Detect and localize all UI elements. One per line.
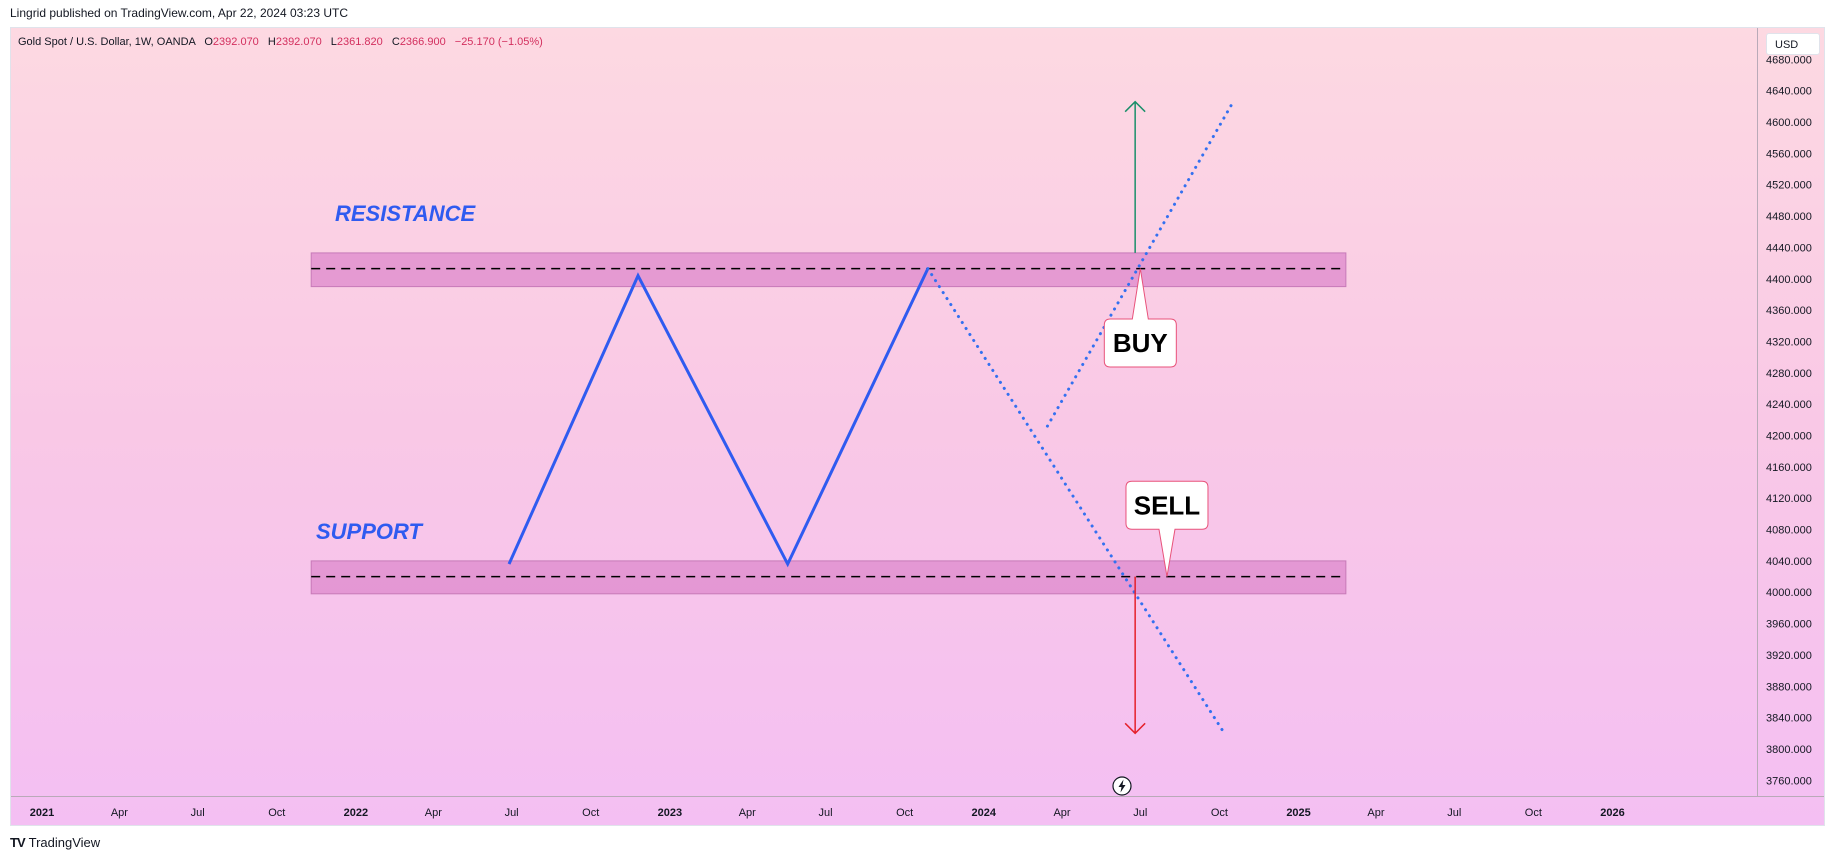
price-tick-label: 4360.000 <box>1766 305 1812 317</box>
time-tick-label: Jul <box>191 807 205 819</box>
change-value: −25.170 (−1.05%) <box>454 36 543 48</box>
time-tick-label: Jul <box>818 807 832 819</box>
resistance-zone <box>310 252 1347 288</box>
price-tick-label: 4280.000 <box>1766 368 1812 380</box>
plot-area[interactable]: BUY SELL RESISTANCE SUPPORT <box>11 28 1825 826</box>
brand-name: TradingView <box>28 835 101 850</box>
price-tick-label: 4080.000 <box>1766 525 1812 537</box>
publisher-info: Lingrid published on TradingView.com, Ap… <box>10 6 348 20</box>
time-tick-label: 2025 <box>1286 807 1310 819</box>
time-tick-label: Apr <box>425 807 442 819</box>
time-tick-label: Oct <box>582 807 599 819</box>
symbol-legend[interactable]: Gold Spot / U.S. Dollar, 1W, OANDA O2392… <box>18 36 543 48</box>
price-tick-label: 3800.000 <box>1766 744 1812 756</box>
price-tick-label: 4400.000 <box>1766 274 1812 286</box>
price-tick-label: 4440.000 <box>1766 242 1812 254</box>
close-value: 2366.900 <box>399 36 446 48</box>
time-tick-label: Oct <box>1211 807 1228 819</box>
price-axis[interactable]: 4680.000 4640.000 4600.000 4560.000 4520.000… <box>1757 28 1824 796</box>
buy-arrow-head <box>1124 100 1146 113</box>
chart-pane[interactable]: BUY SELL RESISTANCE SUPPORT Gold Spot / U.… <box>10 27 1825 826</box>
time-tick-label: Jul <box>1133 807 1147 819</box>
double-top-pattern-line <box>507 267 930 568</box>
time-tick-label: Apr <box>111 807 128 819</box>
sell-path-projection-line <box>926 267 1225 733</box>
lightning-icon[interactable] <box>1111 775 1133 797</box>
sell-callout-box <box>1125 480 1209 577</box>
high-value: 2392.070 <box>275 36 322 48</box>
time-tick-label: 2021 <box>30 807 54 819</box>
time-tick-label: Jul <box>1447 807 1461 819</box>
price-tick-label: 4000.000 <box>1766 587 1812 599</box>
price-tick-label: 4480.000 <box>1766 211 1812 223</box>
low-label: L <box>330 36 337 48</box>
price-tick-label: 3920.000 <box>1766 650 1812 662</box>
support-zone <box>310 560 1347 595</box>
footer-brand[interactable]: TV TradingView <box>10 835 100 850</box>
price-tick-label: 4600.000 <box>1766 117 1812 129</box>
price-tick-label: 4120.000 <box>1766 493 1812 505</box>
price-tick-label: 3960.000 <box>1766 619 1812 631</box>
time-tick-label: 2026 <box>1600 807 1624 819</box>
price-tick-label: 4560.000 <box>1766 148 1812 160</box>
price-tick-label: 4240.000 <box>1766 399 1812 411</box>
sell-callout-text: SELL <box>1134 490 1201 520</box>
price-tick-label: 3840.000 <box>1766 713 1812 725</box>
symbol-name: Gold Spot / U.S. Dollar, 1W, OANDA <box>18 36 196 48</box>
time-tick-label: Oct <box>896 807 913 819</box>
buy-callout-box <box>1103 268 1177 368</box>
open-label: O <box>204 36 213 48</box>
price-tick-label: 4200.000 <box>1766 431 1812 443</box>
time-tick-label: 2023 <box>658 807 682 819</box>
resistance-label: RESISTANCE <box>335 201 476 226</box>
buy-callout-text: BUY <box>1113 328 1168 358</box>
support-label: SUPPORT <box>316 519 424 544</box>
price-tick-label: 4640.000 <box>1766 86 1812 98</box>
time-tick-label: 2022 <box>344 807 368 819</box>
time-tick-label: Apr <box>739 807 756 819</box>
tradingview-logo-icon: TV <box>10 835 26 850</box>
close-label: C <box>391 36 400 48</box>
low-value: 2361.820 <box>336 36 383 48</box>
price-tick-label: 4680.000 <box>1766 54 1812 66</box>
time-tick-label: Jul <box>505 807 519 819</box>
time-tick-label: Apr <box>1053 807 1070 819</box>
price-tick-label: 3880.000 <box>1766 681 1812 693</box>
open-value: 2392.070 <box>212 36 259 48</box>
price-tick-label: 4160.000 <box>1766 462 1812 474</box>
sell-arrow-head <box>1124 722 1146 735</box>
time-axis[interactable]: 2021 Apr Jul Oct 2022 Apr Jul Oct 2023 Apr Jul Oct 2… <box>11 796 1824 825</box>
price-tick-label: 4320.000 <box>1766 336 1812 348</box>
currency-button[interactable]: USD <box>1766 33 1820 55</box>
time-tick-label: Oct <box>268 807 285 819</box>
time-tick-label: Apr <box>1367 807 1384 819</box>
price-tick-label: 4520.000 <box>1766 180 1812 192</box>
buy-path-projection-line <box>1045 103 1233 428</box>
high-label: H <box>267 36 276 48</box>
time-tick-label: Oct <box>1525 807 1542 819</box>
chart-background <box>11 28 1824 825</box>
price-tick-label: 3760.000 <box>1766 775 1812 787</box>
time-tick-label: 2024 <box>972 807 997 819</box>
price-tick-label: 4040.000 <box>1766 556 1812 568</box>
